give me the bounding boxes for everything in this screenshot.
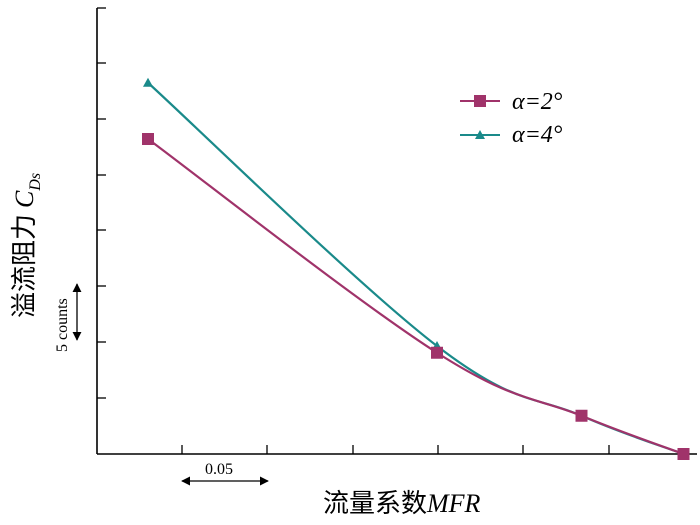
y-axis-title-cn: 溢流阻力 <box>10 214 39 318</box>
data-point-square-2 <box>575 409 588 422</box>
y-axis-title-subscript: Ds <box>27 173 44 192</box>
y-scale-bar: 5 counts <box>54 283 82 352</box>
y-axis-title-symbol: C <box>10 190 39 208</box>
series-line <box>147 138 684 456</box>
x-axis-title: 流量系数MFR <box>323 489 481 518</box>
series-alpha-4 <box>143 77 689 458</box>
data-point-square-1 <box>431 346 443 359</box>
data-point-square-0 <box>142 133 154 145</box>
legend-label-alpha-2: α=2° <box>512 89 563 115</box>
legend-label-alpha-4: α=4° <box>512 122 563 148</box>
series-layer <box>142 77 690 460</box>
x-axis-title-cn: 流量系数 <box>323 489 427 518</box>
series-line <box>147 81 684 456</box>
x-ticks <box>181 445 610 454</box>
legend: α=2° α=4° <box>460 89 563 148</box>
y-ticks <box>97 7 106 399</box>
x-scale-bar: 0.05 <box>181 461 269 486</box>
y-scale-label: 5 counts <box>54 298 71 352</box>
data-point-square-3 <box>677 448 690 460</box>
legend-marker-triangle <box>475 130 485 139</box>
data-point-triangle-0 <box>143 77 153 87</box>
y-axis-title: 溢流阻力 CDs <box>10 173 44 318</box>
legend-item-alpha-4: α=4° <box>460 122 563 148</box>
legend-item-alpha-2: α=2° <box>460 89 563 115</box>
series-alpha-2 <box>142 133 690 460</box>
legend-marker-square <box>474 95 486 107</box>
x-axis-title-symbol: MFR <box>426 489 481 518</box>
axes <box>96 7 697 455</box>
x-scale-label: 0.05 <box>205 461 233 478</box>
